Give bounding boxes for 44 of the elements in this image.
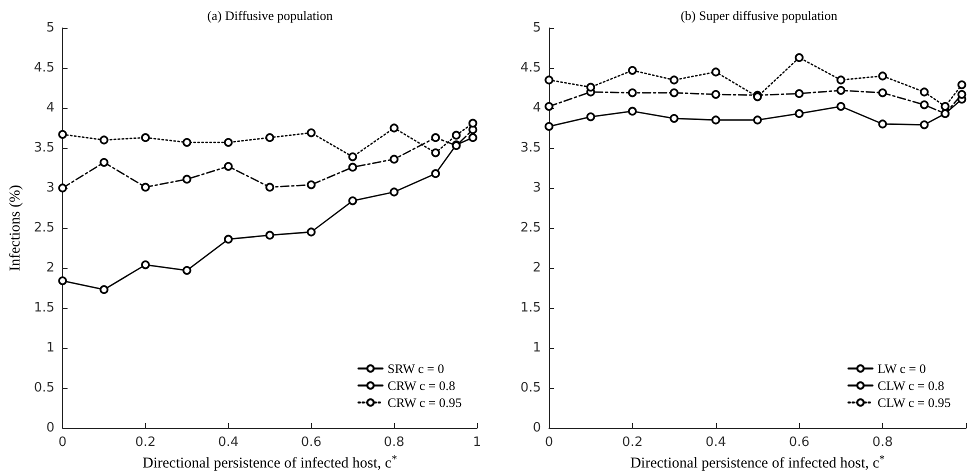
y-tick-label: 1 (46, 340, 55, 356)
y-tick-label: 0 (46, 420, 55, 436)
y-tick-label: 0 (532, 420, 541, 436)
y-tick-label: 4.5 (34, 60, 55, 76)
y-tick-label: 5 (46, 20, 55, 36)
y-tick-label: 3 (532, 180, 541, 196)
y-tick-label: 1 (532, 340, 541, 356)
y-tick-label: 3.5 (520, 140, 541, 156)
y-tick-label: 3.5 (34, 140, 55, 156)
x-tick-label: 0.4 (218, 435, 239, 450)
x-tick-label: 0.8 (872, 435, 893, 450)
x-tick-label: 0 (544, 435, 554, 450)
legend-label: CLW c = 0.95 (877, 395, 951, 410)
y-tick-label: 0.5 (34, 380, 55, 396)
x-tick-label: 0 (58, 435, 67, 450)
x-tick-label: 0.8 (384, 435, 404, 450)
legend-label: SRW c = 0 (388, 361, 444, 376)
y-axis-title: Infections (%) (8, 184, 24, 272)
y-tick-label: 3 (46, 180, 55, 196)
y-tick-label: 2.5 (34, 220, 55, 236)
chart-title: (a) Diffusive population (207, 8, 334, 23)
legend-label: CLW c = 0.8 (877, 378, 944, 393)
y-tick-label: 5 (532, 20, 541, 36)
legend-label: CRW c = 0.8 (388, 378, 456, 393)
y-tick-label: 0.5 (520, 380, 541, 396)
y-tick-label: 1.5 (520, 300, 541, 316)
x-axis-title: Directional persistence of infected host, c* (630, 454, 885, 472)
x-tick-label: 0.6 (788, 435, 810, 450)
y-tick-label: 2.5 (520, 220, 541, 236)
legend-label: LW c = 0 (877, 361, 926, 376)
x-tick-label: 1 (472, 435, 482, 450)
y-tick-label: 4.5 (520, 60, 541, 76)
y-tick-label: 4 (532, 100, 541, 116)
x-tick-label: 0.4 (705, 435, 726, 450)
x-tick-label: 0.2 (135, 435, 156, 450)
legend-label: CRW c = 0.95 (388, 395, 462, 410)
chart-title: (b) Super diffusive population (680, 8, 838, 23)
x-tick-label: 0.2 (622, 435, 643, 450)
y-tick-label: 2 (532, 260, 541, 276)
y-tick-label: 4 (46, 100, 55, 116)
y-tick-label: 1.5 (34, 300, 55, 316)
x-axis-title: Directional persistence of infected host, c* (142, 454, 398, 472)
y-tick-label: 2 (46, 260, 55, 276)
x-tick-label: 0.6 (300, 435, 322, 450)
